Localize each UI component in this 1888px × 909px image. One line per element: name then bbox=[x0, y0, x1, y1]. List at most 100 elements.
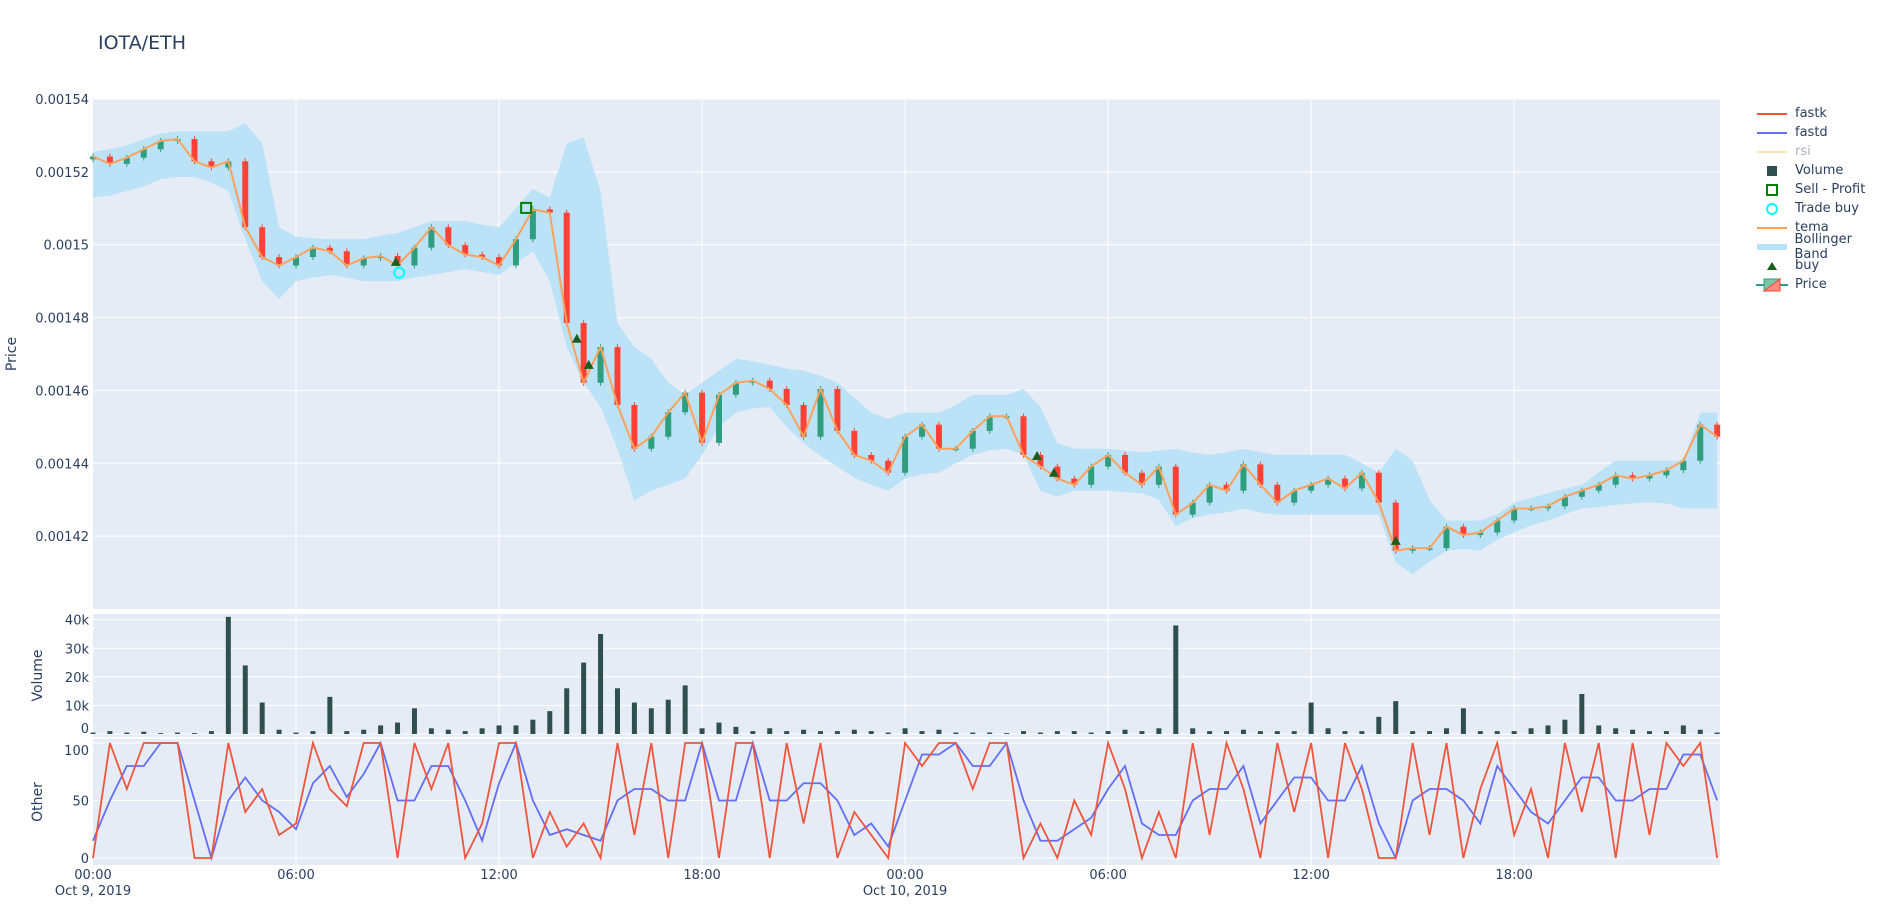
candle-body bbox=[462, 245, 469, 255]
candle-body bbox=[208, 161, 215, 168]
candle-body bbox=[360, 258, 367, 266]
legend-item-fastk[interactable]: fastk bbox=[1755, 104, 1888, 123]
volume-bar bbox=[1460, 708, 1466, 734]
price-axis-title: Price bbox=[4, 337, 20, 371]
volume-bar bbox=[1427, 731, 1433, 734]
chart-title: IOTA/ETH bbox=[98, 32, 186, 54]
candle-body bbox=[496, 257, 503, 266]
volume-tick-label: 30k bbox=[65, 642, 90, 657]
square-open-icon bbox=[1766, 184, 1778, 196]
candle-body bbox=[529, 209, 536, 240]
volume-bar bbox=[1630, 729, 1636, 734]
volume-bar bbox=[1410, 731, 1416, 734]
candle-body bbox=[1223, 484, 1230, 491]
volume-bar bbox=[428, 728, 434, 734]
volume-bar bbox=[479, 728, 485, 734]
volume-bar bbox=[699, 728, 705, 734]
candle-body bbox=[1392, 502, 1399, 551]
candle-body bbox=[1122, 454, 1129, 473]
fastd-line bbox=[92, 739, 1719, 862]
volume-bar bbox=[1680, 725, 1686, 734]
legend-item-tema[interactable]: tema bbox=[1755, 218, 1888, 237]
other-tick-label: 50 bbox=[72, 795, 89, 810]
candle-body bbox=[1629, 475, 1636, 479]
candle-body bbox=[1409, 548, 1416, 551]
volume-bar bbox=[1105, 731, 1111, 734]
legend-item-volume[interactable]: Volume bbox=[1755, 161, 1888, 180]
candle-body bbox=[817, 388, 824, 437]
candle-body bbox=[868, 454, 875, 461]
other-panel-background bbox=[93, 739, 1720, 865]
candle-body bbox=[1511, 508, 1518, 521]
volume-bar bbox=[682, 685, 688, 734]
buy-signal-marker bbox=[571, 333, 582, 343]
volume-bar bbox=[767, 728, 773, 734]
volume-bar bbox=[1071, 731, 1077, 734]
candle-icon bbox=[1756, 278, 1788, 292]
volume-bar bbox=[1240, 729, 1246, 734]
volume-bar bbox=[1325, 728, 1331, 734]
candle-body bbox=[1341, 478, 1348, 489]
volume-bar bbox=[242, 665, 248, 734]
candle-body bbox=[1358, 472, 1365, 489]
trade-buy-marker bbox=[393, 266, 406, 279]
volume-bar bbox=[158, 733, 164, 734]
volume-bar bbox=[1004, 733, 1010, 734]
candle-body bbox=[986, 416, 993, 431]
volume-tick-label: 40k bbox=[65, 614, 90, 629]
legend-item-bollinger-band[interactable]: Bollinger Band bbox=[1755, 232, 1888, 262]
volume-bar bbox=[411, 708, 417, 734]
tema-line bbox=[92, 138, 1718, 552]
volume-bar bbox=[1088, 732, 1094, 734]
volume-bar bbox=[1021, 731, 1027, 734]
candle-body bbox=[935, 424, 942, 449]
legend-item-trade-buy[interactable]: Trade buy bbox=[1755, 199, 1888, 218]
price-tick-label: 0.00148 bbox=[35, 312, 89, 327]
candle-body bbox=[834, 388, 841, 431]
volume-bar bbox=[1156, 728, 1162, 734]
candle-body bbox=[512, 239, 519, 266]
volume-bar bbox=[175, 732, 181, 734]
volume-bar bbox=[953, 732, 959, 734]
volume-bar bbox=[192, 733, 198, 734]
band-icon bbox=[1757, 244, 1787, 250]
x-tick-date-label: Oct 9, 2019 bbox=[55, 884, 131, 899]
volume-bar bbox=[1359, 731, 1365, 734]
candle-body bbox=[157, 140, 164, 150]
candle-body bbox=[428, 227, 435, 248]
volume-bar bbox=[733, 726, 739, 734]
buy-signal-marker bbox=[390, 256, 401, 266]
volume-bar bbox=[1173, 625, 1179, 734]
candle-body bbox=[1291, 490, 1298, 503]
volume-bar bbox=[225, 616, 231, 734]
volume-bar bbox=[1443, 728, 1449, 734]
legend: fastk fastd rsi Volume Sell - Profit Trade bu… bbox=[1755, 104, 1888, 294]
candle-body bbox=[631, 405, 638, 449]
volume-axis-title: Volume bbox=[30, 649, 46, 701]
candle-body bbox=[106, 156, 113, 164]
candle-body bbox=[597, 347, 604, 383]
candle-body bbox=[715, 394, 722, 443]
legend-item-price[interactable]: Price bbox=[1755, 275, 1888, 294]
candle-body bbox=[445, 227, 452, 246]
candle-body bbox=[326, 247, 333, 252]
other-axis-title: Other bbox=[30, 782, 46, 822]
candle-body bbox=[293, 257, 300, 266]
volume-bar bbox=[1139, 731, 1145, 734]
volume-bar bbox=[462, 731, 468, 734]
candle-body bbox=[969, 430, 976, 449]
candle-body bbox=[783, 388, 790, 405]
legend-item-rsi[interactable]: rsi bbox=[1755, 142, 1888, 161]
candle-body bbox=[1240, 464, 1247, 491]
legend-item-buy[interactable]: buy bbox=[1755, 256, 1888, 275]
other-tick-label: 100 bbox=[64, 744, 89, 759]
legend-item-fastd[interactable]: fastd bbox=[1755, 123, 1888, 142]
legend-item-sell-profit[interactable]: Sell - Profit bbox=[1755, 180, 1888, 199]
candle-body bbox=[919, 424, 926, 437]
candle-body bbox=[902, 436, 909, 473]
volume-tick-label: 0 bbox=[81, 722, 89, 737]
candle-body bbox=[1578, 490, 1585, 497]
volume-bar bbox=[598, 634, 604, 734]
candle-body bbox=[309, 247, 316, 258]
candle-body bbox=[90, 156, 96, 160]
